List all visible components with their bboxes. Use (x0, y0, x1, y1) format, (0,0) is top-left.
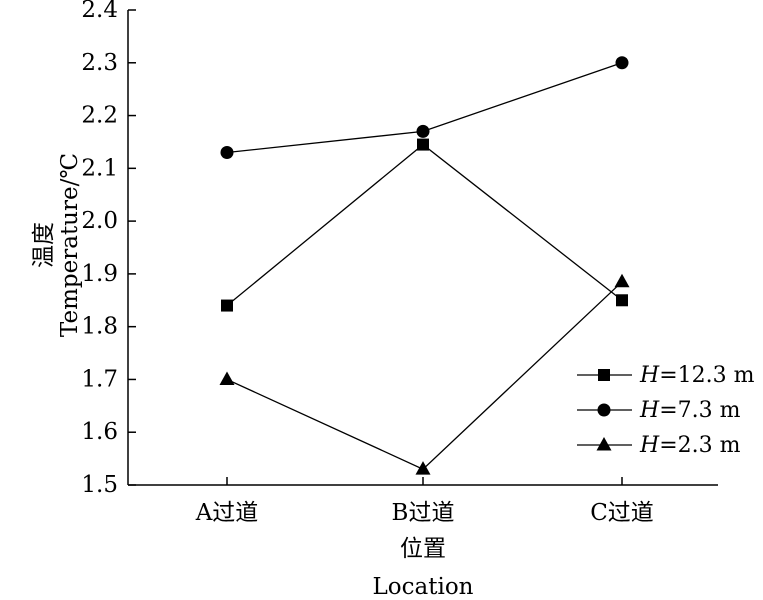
x-axis-title-cn: 位置 (400, 536, 446, 562)
y-axis-title-en: Temperature/℃ (57, 153, 83, 337)
x-tick-label: C过道 (590, 500, 654, 526)
data-point-square (616, 294, 628, 307)
legend-label: H=12.3 m (639, 363, 755, 388)
y-tick-label: 2.4 (81, 0, 118, 23)
x-axis-title-en: Location (373, 574, 474, 600)
y-axis-title: 温度 Temperature/℃ (31, 153, 83, 337)
data-point-triangle (415, 461, 431, 475)
axes (127, 10, 718, 486)
legend: H=12.3 m H=7.3 m H=2.3 m (577, 363, 755, 458)
data-point-square (417, 138, 429, 151)
y-tick-label: 1.5 (81, 472, 118, 498)
data-point-triangle (614, 273, 630, 288)
data-point-triangle (219, 371, 235, 385)
legend-item: H=7.3 m (577, 398, 741, 423)
legend-marker-triangle (596, 437, 612, 451)
y-tick-label: 2.0 (81, 208, 118, 234)
legend-label: H=2.3 m (639, 433, 741, 458)
y-tick-label: 2.2 (81, 103, 118, 129)
legend-item: H=2.3 m (577, 433, 741, 458)
legend-marker-square (598, 369, 610, 381)
legend-item: H=12.3 m (577, 363, 755, 388)
legend-label: H=7.3 m (639, 398, 741, 423)
x-tick-label: A过道 (195, 500, 259, 526)
y-tick-label: 1.9 (81, 261, 118, 287)
data-point-circle (220, 146, 234, 159)
data-point-circle (615, 56, 629, 70)
y-ticks: 1.5 1.6 1.7 1.8 1.9 2.0 2.1 2.2 2.3 2.4 (81, 0, 136, 498)
series-group (219, 56, 630, 475)
y-tick-label: 2.1 (81, 155, 118, 181)
x-tick-label: B过道 (392, 500, 455, 526)
data-point-circle (416, 124, 430, 138)
data-point-square (221, 299, 233, 312)
y-axis-title-cn: 温度 (31, 222, 57, 268)
series-triangle (219, 273, 630, 475)
series-line (226, 281, 623, 470)
y-tick-label: 2.3 (81, 50, 118, 76)
y-tick-label: 1.8 (81, 314, 118, 340)
series-line (226, 143, 623, 307)
y-tick-label: 1.7 (81, 366, 118, 392)
legend-marker-circle (597, 403, 611, 417)
series-circle (220, 56, 629, 159)
series-square (221, 138, 628, 312)
y-tick-label: 1.6 (81, 419, 118, 445)
x-ticks: A过道 B过道 C过道 (195, 477, 654, 526)
